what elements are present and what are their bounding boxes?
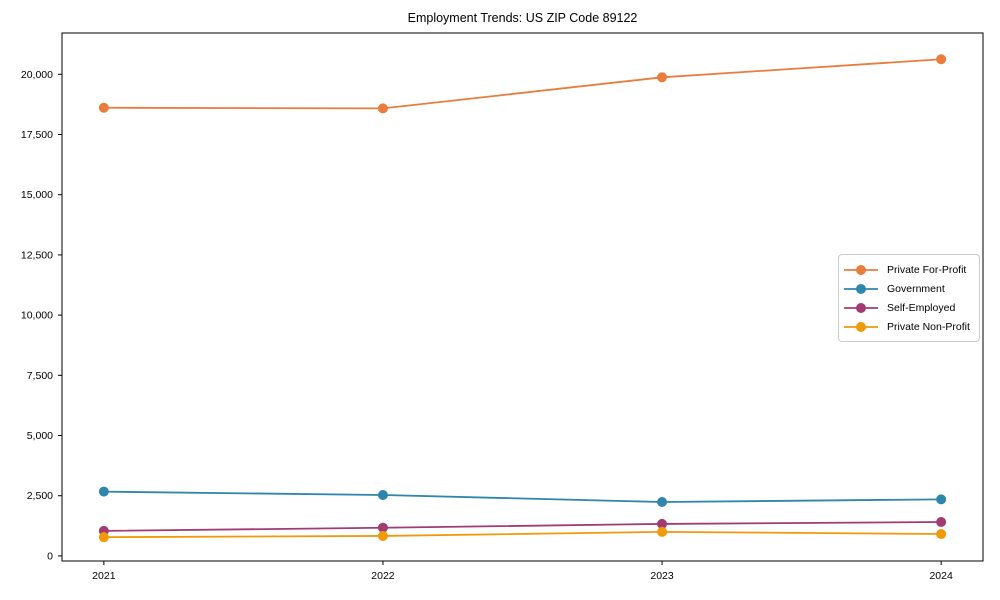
legend-item: Government <box>844 279 971 298</box>
legend-item: Private For-Profit <box>844 260 971 279</box>
legend-marker <box>844 302 878 313</box>
data-point-marker <box>657 518 668 529</box>
x-tick-label: 2023 <box>650 570 674 582</box>
legend-item: Private Non-Profit <box>844 317 971 336</box>
y-tick-label: 5,000 <box>27 430 53 442</box>
y-tick-label: 17,500 <box>21 129 53 141</box>
data-point-marker <box>936 529 947 540</box>
data-point-marker <box>377 490 388 501</box>
data-point-marker <box>936 54 947 65</box>
x-tick-label: 2022 <box>371 570 395 582</box>
data-point-marker <box>377 103 388 114</box>
legend-label: Self-Employed <box>887 301 956 314</box>
data-point-marker <box>377 522 388 533</box>
data-point-marker <box>657 72 668 83</box>
y-tick-label: 0 <box>47 550 53 562</box>
data-point-marker <box>98 532 109 543</box>
chart-title: Employment Trends: US ZIP Code 89122 <box>407 11 638 25</box>
data-point-marker <box>377 530 388 541</box>
plot-border <box>61 32 984 562</box>
x-tick-label: 2021 <box>92 570 116 582</box>
series-line <box>103 490 942 503</box>
data-point-marker <box>657 526 668 537</box>
legend-marker <box>844 321 878 332</box>
legend-marker <box>844 283 878 294</box>
legend-label: Government <box>887 282 945 295</box>
series-line <box>103 58 942 110</box>
legend-marker <box>844 264 878 275</box>
y-tick-label: 7,500 <box>27 370 53 382</box>
data-point-marker <box>98 102 109 113</box>
y-tick-label: 10,000 <box>21 310 53 322</box>
legend-label: Private For-Profit <box>887 263 967 276</box>
x-tick-label: 2024 <box>929 570 953 582</box>
series-line <box>103 530 942 539</box>
series-line <box>103 521 942 532</box>
y-tick-label: 12,500 <box>21 249 53 261</box>
y-tick-label: 2,500 <box>27 490 53 502</box>
legend-item: Self-Employed <box>844 298 971 317</box>
y-tick-label: 20,000 <box>21 69 53 81</box>
legend-label: Private Non-Profit <box>887 320 970 333</box>
data-point-marker <box>936 516 947 527</box>
data-point-marker <box>98 486 109 497</box>
data-point-marker <box>936 494 947 505</box>
data-point-marker <box>657 496 668 507</box>
legend: Private For-Profit Government Self-Employe… <box>838 254 980 342</box>
y-tick-label: 15,000 <box>21 189 53 201</box>
